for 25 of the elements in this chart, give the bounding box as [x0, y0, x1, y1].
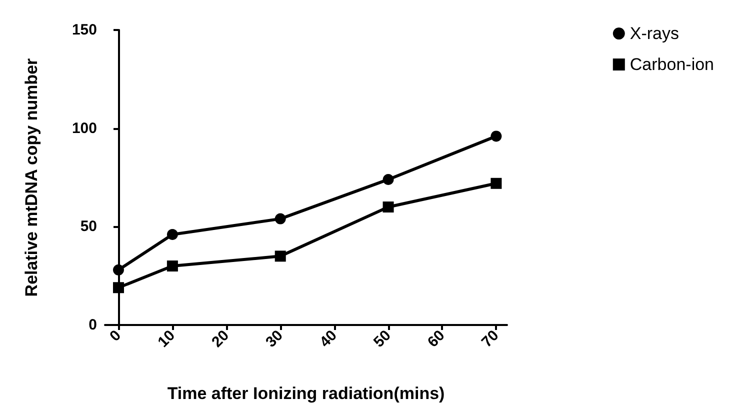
x-tick-label: 0: [106, 326, 124, 345]
x-tick-label: 60: [424, 326, 448, 351]
point: [113, 264, 124, 276]
point: [166, 260, 178, 272]
x-tick-label: 70: [478, 326, 502, 351]
legend-label: Carbon-ion: [630, 55, 714, 74]
point: [382, 174, 394, 185]
y-tick-label: 100: [72, 120, 97, 137]
x-tick-label: 30: [262, 326, 286, 351]
y-axis-title: Relative mtDNA copy number: [22, 58, 41, 297]
x-tick-label: 20: [208, 326, 232, 351]
y-tick-label: 50: [80, 218, 97, 236]
point: [274, 213, 286, 224]
x-axis-title: Time after Ionizing radiation(mins): [167, 384, 445, 403]
x-tick-label: 10: [154, 326, 178, 351]
point: [112, 282, 124, 294]
x-tick-label: 40: [316, 326, 340, 351]
point: [382, 202, 394, 212]
point: [274, 250, 286, 262]
y-tick-label: 150: [72, 22, 97, 38]
point: [166, 229, 178, 240]
x-tick-label: 50: [370, 326, 394, 351]
legend-label: X-rays: [630, 24, 680, 43]
point: [490, 130, 502, 142]
point: [490, 178, 502, 189]
